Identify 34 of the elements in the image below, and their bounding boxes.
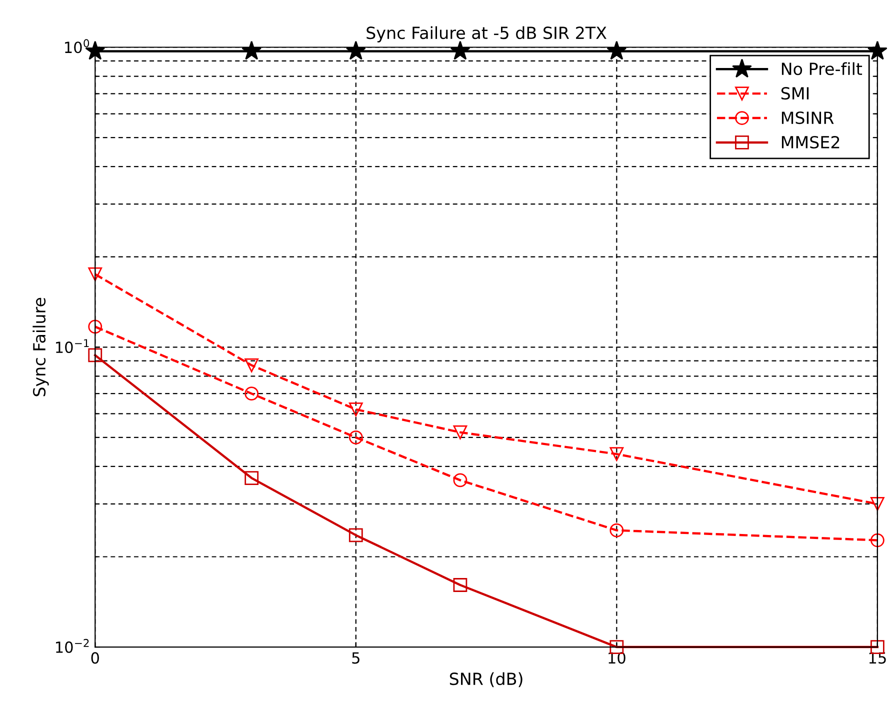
point bbox=[348, 430, 363, 444]
y-tick-label: 10$^{0}$ bbox=[65, 39, 90, 54]
point bbox=[88, 267, 102, 282]
legend-label: MMSE2 bbox=[782, 136, 840, 149]
point bbox=[348, 528, 363, 542]
y-tick-label: 10$^{−1}$ bbox=[56, 339, 89, 354]
point bbox=[606, 40, 627, 60]
point bbox=[868, 40, 888, 60]
y-axis-title: Sync Failure bbox=[32, 298, 49, 396]
point bbox=[610, 523, 624, 538]
legend-label: MSINR bbox=[782, 111, 834, 124]
point bbox=[870, 533, 884, 548]
y-tick-label: 10$^{−2}$ bbox=[56, 638, 89, 653]
point bbox=[453, 473, 468, 488]
legend-label: SMI bbox=[781, 87, 809, 100]
point bbox=[244, 358, 259, 372]
point bbox=[242, 40, 262, 60]
chart-title: Sync Failure at -5 dB SIR 2TX bbox=[366, 26, 606, 42]
point bbox=[348, 402, 363, 416]
x-axis-title: SNR (dB) bbox=[450, 672, 522, 688]
point bbox=[88, 348, 102, 362]
x-tick-label: 5 bbox=[352, 652, 360, 664]
point bbox=[244, 471, 259, 485]
legend-label: No Pre-filt bbox=[782, 62, 862, 76]
point bbox=[88, 320, 102, 334]
point bbox=[346, 40, 366, 60]
x-tick-label: 0 bbox=[91, 652, 99, 664]
point bbox=[244, 386, 259, 401]
point bbox=[453, 425, 468, 440]
point bbox=[85, 40, 106, 60]
point bbox=[450, 40, 470, 60]
point bbox=[870, 497, 884, 511]
point bbox=[610, 447, 624, 462]
point bbox=[453, 578, 468, 592]
